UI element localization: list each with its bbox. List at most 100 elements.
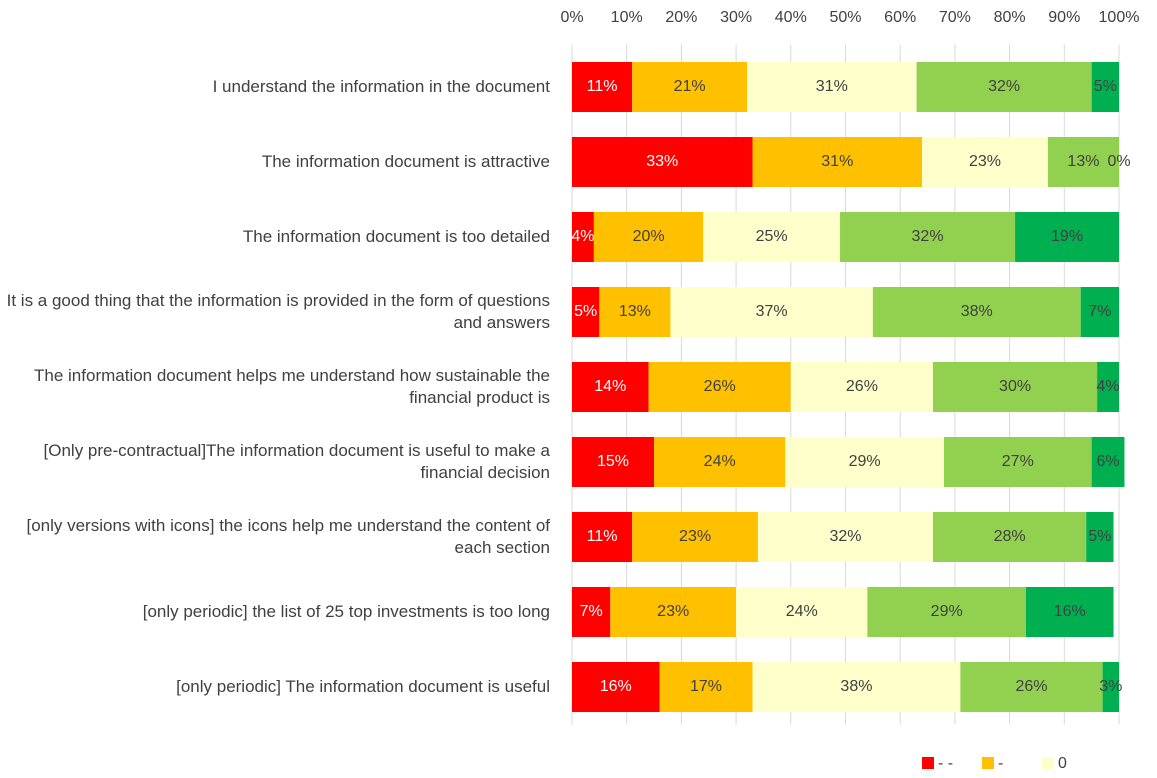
data-label: 28% bbox=[994, 528, 1026, 545]
data-label: 26% bbox=[1015, 678, 1047, 695]
x-tick-label: 10% bbox=[611, 9, 643, 26]
data-label: 3% bbox=[1099, 678, 1122, 695]
bar-segment bbox=[872, 287, 1081, 337]
x-tick-label: 50% bbox=[829, 9, 861, 26]
bar-segment bbox=[610, 587, 737, 637]
bar-segment bbox=[1026, 587, 1114, 637]
data-label: 32% bbox=[829, 528, 861, 545]
bar-segment bbox=[572, 212, 594, 262]
x-tick-label: 70% bbox=[939, 9, 971, 26]
data-label: 5% bbox=[1088, 528, 1111, 545]
bar-segment bbox=[654, 437, 786, 487]
data-label: 32% bbox=[912, 228, 944, 245]
bar-segment bbox=[933, 512, 1087, 562]
bar-segment bbox=[572, 287, 600, 337]
x-tick-label: 20% bbox=[665, 9, 697, 26]
data-label: 20% bbox=[633, 228, 665, 245]
data-label: 7% bbox=[580, 603, 603, 620]
bar-segment bbox=[922, 137, 1048, 187]
bar-segment bbox=[572, 62, 633, 112]
data-label: 16% bbox=[600, 678, 632, 695]
bar-segment bbox=[670, 287, 873, 337]
data-label: 7% bbox=[1088, 303, 1111, 320]
bar-segment bbox=[933, 362, 1098, 412]
bar-segment bbox=[632, 62, 748, 112]
data-label: 23% bbox=[657, 603, 689, 620]
data-label: 29% bbox=[931, 603, 963, 620]
data-label: 13% bbox=[619, 303, 651, 320]
bar-segment bbox=[1091, 437, 1125, 487]
bar-segment bbox=[1102, 662, 1119, 712]
bar-segment bbox=[1097, 362, 1119, 412]
data-label: 5% bbox=[574, 303, 597, 320]
bar-segment bbox=[572, 137, 753, 187]
legend-swatch bbox=[982, 757, 994, 769]
category-label: The information document helps me unders… bbox=[34, 366, 550, 407]
data-label: 17% bbox=[690, 678, 722, 695]
bar-segment bbox=[840, 212, 1016, 262]
legend-label: 0 bbox=[1058, 755, 1067, 772]
bar-segment bbox=[747, 62, 917, 112]
data-label: 24% bbox=[786, 603, 818, 620]
data-label: 11% bbox=[587, 528, 618, 545]
data-label: 19% bbox=[1051, 228, 1083, 245]
bar-segment bbox=[960, 662, 1103, 712]
data-label: 5% bbox=[1094, 78, 1117, 95]
bar-segment bbox=[1047, 137, 1119, 187]
data-label: 31% bbox=[821, 153, 853, 170]
bar-segment bbox=[943, 437, 1092, 487]
x-tick-label: 80% bbox=[994, 9, 1026, 26]
bar-segment bbox=[790, 362, 934, 412]
bar-segment bbox=[572, 587, 611, 637]
data-label: 26% bbox=[846, 378, 878, 395]
data-label: 26% bbox=[704, 378, 736, 395]
data-label: 6% bbox=[1096, 453, 1119, 470]
x-tick-label: 100% bbox=[1099, 9, 1140, 26]
data-label: 11% bbox=[587, 78, 618, 95]
category-label: The information document is attractive bbox=[261, 152, 550, 171]
legend-swatch bbox=[922, 757, 934, 769]
data-label: 23% bbox=[969, 153, 1001, 170]
bar-segment bbox=[1091, 62, 1119, 112]
data-label: 27% bbox=[1002, 453, 1034, 470]
bar-segment bbox=[632, 512, 758, 562]
bar-segment bbox=[659, 662, 753, 712]
bar-segment bbox=[648, 362, 791, 412]
legend-label: - - bbox=[938, 755, 953, 772]
x-tick-label: 60% bbox=[884, 9, 916, 26]
data-label: 23% bbox=[679, 528, 711, 545]
legend-label: - bbox=[998, 755, 1003, 772]
data-label: 13% bbox=[1067, 153, 1099, 170]
bar-segment bbox=[785, 437, 944, 487]
data-label: 25% bbox=[756, 228, 788, 245]
data-label: 4% bbox=[1096, 378, 1119, 395]
x-tick-label: 40% bbox=[775, 9, 807, 26]
data-label: 30% bbox=[999, 378, 1031, 395]
bar-segment bbox=[572, 362, 649, 412]
bar-segment bbox=[572, 437, 655, 487]
data-label: 14% bbox=[594, 378, 626, 395]
data-label: 37% bbox=[756, 303, 788, 320]
x-tick-label: 30% bbox=[720, 9, 752, 26]
data-label: 32% bbox=[988, 78, 1020, 95]
category-label: The information document is too detailed bbox=[242, 227, 550, 246]
data-label: 16% bbox=[1054, 603, 1086, 620]
category-label: It is a good thing that the information … bbox=[6, 291, 550, 332]
bar-segment bbox=[1015, 212, 1119, 262]
bar-segment bbox=[703, 212, 841, 262]
category-label: [Only pre-contractual]The information do… bbox=[43, 441, 550, 482]
bar-segment bbox=[1080, 287, 1119, 337]
legend-swatch bbox=[1042, 757, 1054, 769]
category-label: [only versions with icons] the icons hel… bbox=[26, 516, 550, 557]
category-label: [only periodic] The information document… bbox=[176, 677, 550, 696]
data-label: 29% bbox=[849, 453, 881, 470]
data-label: 38% bbox=[840, 678, 872, 695]
category-label: [only periodic] the list of 25 top inves… bbox=[142, 602, 550, 621]
bar-segment bbox=[599, 287, 671, 337]
bar-segment bbox=[572, 512, 633, 562]
data-label: 15% bbox=[597, 453, 629, 470]
data-label: 31% bbox=[816, 78, 848, 95]
bar-segment bbox=[916, 62, 1092, 112]
